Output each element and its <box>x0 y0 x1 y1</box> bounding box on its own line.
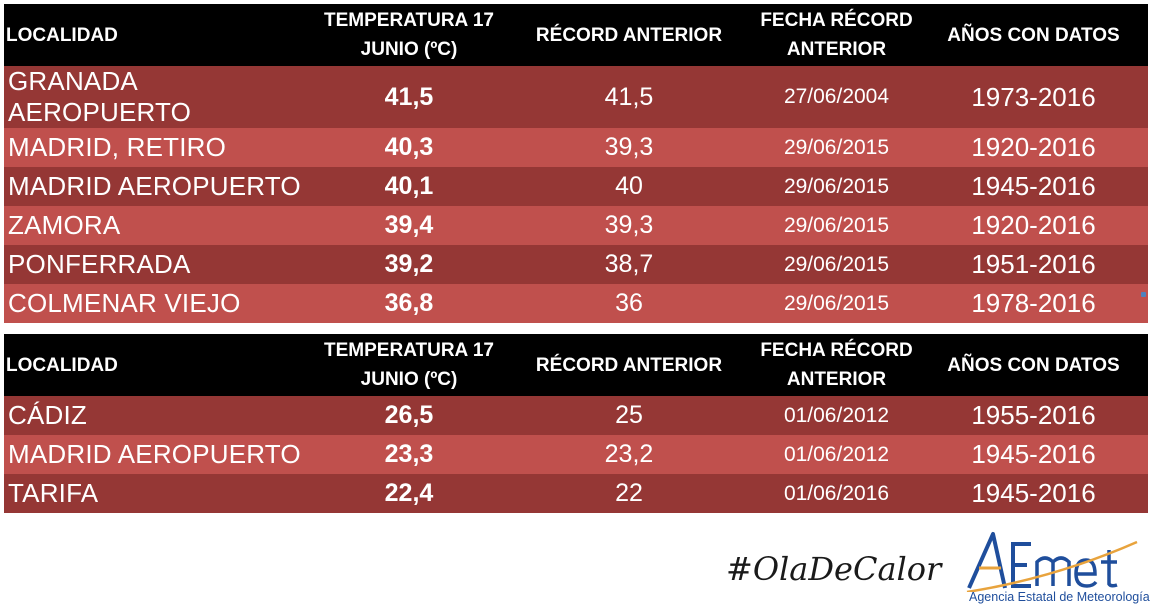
table-header-row: LOCALIDAD TEMPERATURA 17 JUNIO (ºC) RÉCOR… <box>4 4 1148 66</box>
cell-localidad: TARIFA <box>4 474 314 513</box>
min-temperature-table: LOCALIDAD TEMPERATURA 17 JUNIO (ºC) RÉCOR… <box>4 334 1148 513</box>
header-temperatura-line2: JUNIO (ºC) <box>360 369 458 390</box>
hashtag-text: #OlaDeCalor <box>726 550 942 588</box>
table-row: COLMENAR VIEJO 36,8 36 29/06/2015 1978-2… <box>4 284 1148 323</box>
header-temperatura-line1: TEMPERATURA 17 <box>324 340 494 361</box>
header-fecha: FECHA RÉCORD ANTERIOR <box>754 334 919 396</box>
cell-anos: 1955-2016 <box>919 396 1148 435</box>
cell-temperatura: 26,5 <box>314 396 504 435</box>
cell-record: 36 <box>504 284 754 323</box>
cell-record: 38,7 <box>504 245 754 284</box>
header-temperatura: TEMPERATURA 17 JUNIO (ºC) <box>314 334 504 396</box>
cell-record: 39,3 <box>504 206 754 245</box>
header-fecha: FECHA RÉCORD ANTERIOR <box>754 4 919 66</box>
cell-anos: 1951-2016 <box>919 245 1148 284</box>
cell-fecha: 01/06/2012 <box>754 435 919 474</box>
cell-record: 22 <box>504 474 754 513</box>
cell-localidad: MADRID AEROPUERTO <box>4 435 314 474</box>
cell-record: 23,2 <box>504 435 754 474</box>
table-row: MADRID, RETIRO 40,3 39,3 29/06/2015 1920… <box>4 128 1148 167</box>
cell-temperatura: 40,3 <box>314 128 504 167</box>
cell-anos: 1945-2016 <box>919 435 1148 474</box>
header-temperatura-line2: JUNIO (ºC) <box>360 39 458 60</box>
cell-fecha: 01/06/2012 <box>754 396 919 435</box>
cell-localidad: PONFERRADA <box>4 245 314 284</box>
cell-record: 41,5 <box>504 66 754 128</box>
cell-fecha: 29/06/2015 <box>754 284 919 323</box>
cell-record: 39,3 <box>504 128 754 167</box>
aemet-logo: Agencia Estatal de Meteorología <box>965 528 1150 608</box>
header-fecha-line1: FECHA RÉCORD <box>760 10 913 31</box>
cell-temperatura: 36,8 <box>314 284 504 323</box>
cell-anos: 1920-2016 <box>919 128 1148 167</box>
cell-temperatura: 40,1 <box>314 167 504 206</box>
table-row: CÁDIZ 26,5 25 01/06/2012 1955-2016 <box>4 396 1148 435</box>
cell-fecha: 29/06/2015 <box>754 128 919 167</box>
header-temperatura: TEMPERATURA 17 JUNIO (ºC) <box>314 4 504 66</box>
cell-record: 40 <box>504 167 754 206</box>
cell-fecha: 29/06/2015 <box>754 206 919 245</box>
header-anos: AÑOS CON DATOS <box>919 4 1148 66</box>
cell-anos: 1973-2016 <box>919 66 1148 128</box>
header-record: RÉCORD ANTERIOR <box>504 334 754 396</box>
cell-localidad: MADRID AEROPUERTO <box>4 167 314 206</box>
table-row: MADRID AEROPUERTO 40,1 40 29/06/2015 194… <box>4 167 1148 206</box>
cell-localidad: MADRID, RETIRO <box>4 128 314 167</box>
cell-localidad: ZAMORA <box>4 206 314 245</box>
table-row: PONFERRADA 39,2 38,7 29/06/2015 1951-201… <box>4 245 1148 284</box>
cell-temperatura: 22,4 <box>314 474 504 513</box>
header-fecha-line1: FECHA RÉCORD <box>760 340 913 361</box>
logo-subtitle: Agencia Estatal de Meteorología <box>969 590 1150 604</box>
resize-marker <box>1141 292 1146 297</box>
cell-anos: 1920-2016 <box>919 206 1148 245</box>
table-row: MADRID AEROPUERTO 23,3 23,2 01/06/2012 1… <box>4 435 1148 474</box>
header-anos: AÑOS CON DATOS <box>919 334 1148 396</box>
header-fecha-line2: ANTERIOR <box>786 369 887 390</box>
cell-fecha: 29/06/2015 <box>754 245 919 284</box>
cell-localidad: GRANADA AEROPUERTO <box>4 66 314 128</box>
header-localidad: LOCALIDAD <box>4 4 314 66</box>
header-localidad: LOCALIDAD <box>4 334 314 396</box>
cell-temperatura: 39,4 <box>314 206 504 245</box>
cell-temperatura: 41,5 <box>314 66 504 128</box>
cell-fecha: 01/06/2016 <box>754 474 919 513</box>
max-temperature-table: LOCALIDAD TEMPERATURA 17 JUNIO (ºC) RÉCOR… <box>4 4 1148 323</box>
cell-fecha: 29/06/2015 <box>754 167 919 206</box>
cell-anos: 1978-2016 <box>919 284 1148 323</box>
header-record: RÉCORD ANTERIOR <box>504 4 754 66</box>
cell-fecha: 27/06/2004 <box>754 66 919 128</box>
table-row: ZAMORA 39,4 39,3 29/06/2015 1920-2016 <box>4 206 1148 245</box>
header-temperatura-line1: TEMPERATURA 17 <box>324 10 494 31</box>
cell-localidad: COLMENAR VIEJO <box>4 284 314 323</box>
table-header-row: LOCALIDAD TEMPERATURA 17 JUNIO (ºC) RÉCOR… <box>4 334 1148 396</box>
cell-anos: 1945-2016 <box>919 474 1148 513</box>
cell-anos: 1945-2016 <box>919 167 1148 206</box>
table-row: TARIFA 22,4 22 01/06/2016 1945-2016 <box>4 474 1148 513</box>
header-fecha-line2: ANTERIOR <box>786 39 887 60</box>
cell-temperatura: 23,3 <box>314 435 504 474</box>
aemet-logo-mark <box>966 532 1138 592</box>
cell-temperatura: 39,2 <box>314 245 504 284</box>
table-row: GRANADA AEROPUERTO 41,5 41,5 27/06/2004 … <box>4 66 1148 128</box>
cell-record: 25 <box>504 396 754 435</box>
cell-localidad: CÁDIZ <box>4 396 314 435</box>
